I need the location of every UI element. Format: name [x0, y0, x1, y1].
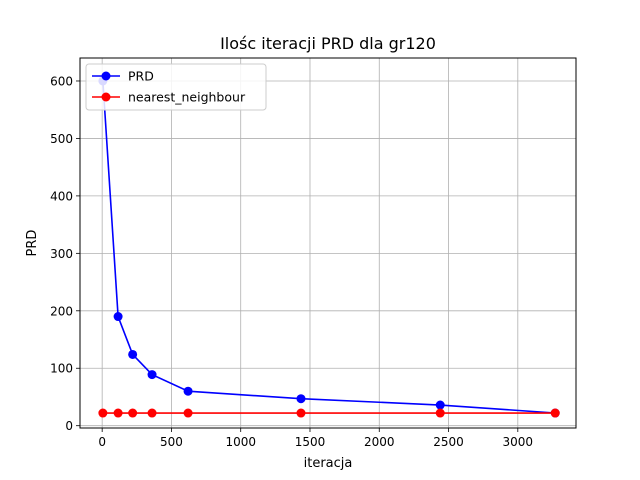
data-point: [98, 408, 108, 418]
data-point: [550, 408, 560, 418]
y-tick-label: 600: [50, 74, 73, 88]
data-point: [128, 408, 138, 418]
grid: [80, 58, 576, 428]
y-tick-label: 400: [50, 189, 73, 203]
x-tick-label: 2000: [364, 435, 395, 449]
data-point: [435, 408, 445, 418]
data-point: [128, 349, 138, 359]
data-point: [296, 408, 306, 418]
data-point: [296, 394, 306, 404]
data-point: [113, 312, 123, 322]
legend: PRD nearest_neighbour: [85, 63, 267, 111]
x-tick-label: 0: [98, 435, 106, 449]
y-tick-label: 500: [50, 132, 73, 146]
data-point: [183, 386, 193, 396]
x-tick-label: 2500: [433, 435, 464, 449]
y-tick-label: 100: [50, 362, 73, 376]
x-tick-label: 500: [160, 435, 183, 449]
data-point: [113, 408, 123, 418]
x-tick-label: 1500: [295, 435, 326, 449]
data-point: [435, 400, 445, 410]
chart-title: Ilośc iteracji PRD dla gr120: [220, 34, 436, 53]
y-tick-label: 0: [65, 419, 73, 433]
legend-marker: [101, 92, 111, 102]
legend-box: [85, 63, 267, 111]
data-point: [147, 370, 157, 380]
legend-item: PRD: [92, 69, 154, 84]
series-layer: [98, 76, 560, 418]
x-tick-label: 3000: [503, 435, 534, 449]
legend-label: PRD: [128, 69, 154, 84]
data-point: [147, 408, 157, 418]
series-nearest-neighbour: [98, 408, 560, 418]
x-axis-label: iteracja: [304, 456, 353, 471]
y-tick-label: 300: [50, 247, 73, 261]
legend-item: nearest_neighbour: [92, 90, 246, 105]
axis-ticks: 0 500 1000 1500 2000 2500 3000 0 100 200 300 400 500…: [50, 74, 533, 449]
y-tick-label: 200: [50, 304, 73, 318]
x-tick-label: 1000: [225, 435, 256, 449]
data-point: [183, 408, 193, 418]
series-line: [102, 80, 556, 414]
legend-label: nearest_neighbour: [128, 90, 246, 105]
legend-marker: [101, 71, 111, 81]
y-axis-label: PRD: [25, 230, 40, 257]
plot-frame: [79, 57, 577, 429]
